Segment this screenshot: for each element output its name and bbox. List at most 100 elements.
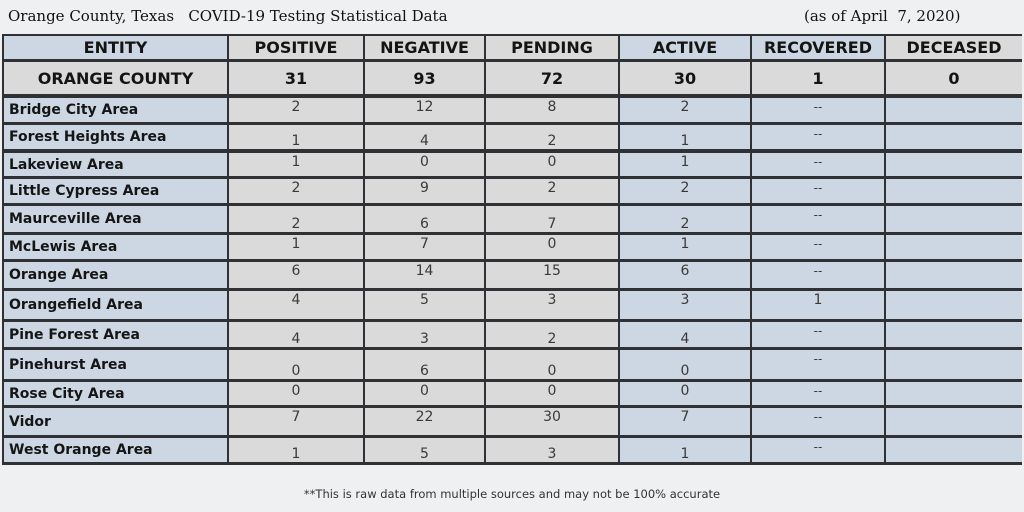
area-negative-value: 9 — [365, 179, 484, 203]
area-negative-value: 7 — [365, 235, 484, 259]
area-deceased-value — [886, 322, 1022, 347]
area-active-value: 1 — [620, 235, 750, 259]
area-pending-value: 0 — [486, 153, 618, 176]
area-recovered-value: -- — [752, 235, 884, 259]
area-deceased-value — [886, 408, 1022, 435]
area-positive-value: 1 — [229, 235, 363, 259]
area-negative-value: 22 — [365, 408, 484, 435]
area-active-value: 1 — [620, 438, 750, 462]
area-negative-value: 6 — [365, 350, 484, 379]
area-recovered-value: -- — [752, 153, 884, 176]
area-deceased-value — [886, 125, 1022, 149]
area-name: Little Cypress Area — [4, 179, 227, 203]
column-header-recovered: RECOVERED — [752, 36, 884, 59]
area-negative-value: 5 — [365, 291, 484, 319]
county-total-deceased: 0 — [886, 62, 1022, 94]
area-negative-value: 0 — [365, 153, 484, 176]
area-active-value: 2 — [620, 179, 750, 203]
column-header-negative: NEGATIVE — [365, 36, 484, 59]
area-negative-value: 5 — [365, 438, 484, 462]
area-name: Rose City Area — [4, 382, 227, 405]
area-active-value: 1 — [620, 125, 750, 149]
area-active-value: 2 — [620, 98, 750, 122]
area-active-value: 0 — [620, 350, 750, 379]
area-positive-value: 2 — [229, 206, 363, 232]
column-header-positive: POSITIVE — [229, 36, 363, 59]
area-deceased-value — [886, 179, 1022, 203]
area-name: Bridge City Area — [4, 98, 227, 122]
area-positive-value: 2 — [229, 179, 363, 203]
area-pending-value: 0 — [486, 382, 618, 405]
area-positive-value: 0 — [229, 382, 363, 405]
area-recovered-value: -- — [752, 408, 884, 435]
county-total-pending: 72 — [486, 62, 618, 94]
area-active-value: 3 — [620, 291, 750, 319]
area-name: Forest Heights Area — [4, 125, 227, 149]
area-name: Orangefield Area — [4, 291, 227, 319]
area-positive-value: 1 — [229, 153, 363, 176]
area-deceased-value — [886, 235, 1022, 259]
column-header-active: ACTIVE — [620, 36, 750, 59]
area-deceased-value — [886, 153, 1022, 176]
area-pending-value: 3 — [486, 438, 618, 462]
area-active-value: 2 — [620, 206, 750, 232]
area-pending-value: 2 — [486, 125, 618, 149]
area-active-value: 4 — [620, 322, 750, 347]
area-positive-value: 6 — [229, 262, 363, 288]
column-header-pending: PENDING — [486, 36, 618, 59]
county-total-negative: 93 — [365, 62, 484, 94]
area-positive-value: 1 — [229, 125, 363, 149]
area-active-value: 1 — [620, 153, 750, 176]
area-deceased-value — [886, 206, 1022, 232]
area-active-value: 7 — [620, 408, 750, 435]
area-recovered-value: -- — [752, 322, 884, 347]
county-total-positive: 31 — [229, 62, 363, 94]
area-recovered-value: -- — [752, 382, 884, 405]
area-deceased-value — [886, 438, 1022, 462]
area-negative-value: 3 — [365, 322, 484, 347]
area-pending-value: 30 — [486, 408, 618, 435]
column-header-entity: ENTITY — [4, 36, 227, 59]
area-pending-value: 7 — [486, 206, 618, 232]
covid-stats-table: ENTITY ORANGE COUNTY POSITIVE 31 NEGATIVE 93 P… — [2, 34, 1022, 465]
area-name: Vidor — [4, 408, 227, 435]
area-recovered-value: -- — [752, 350, 884, 379]
area-deceased-value — [886, 350, 1022, 379]
area-recovered-value: 1 — [752, 291, 884, 319]
area-name: Pinehurst Area — [4, 350, 227, 379]
disclaimer-note: **This is raw data from multiple sources… — [303, 487, 721, 501]
area-positive-value: 4 — [229, 322, 363, 347]
area-deceased-value — [886, 98, 1022, 122]
county-total-active: 30 — [620, 62, 750, 94]
area-name: Maurceville Area — [4, 206, 227, 232]
area-active-value: 6 — [620, 262, 750, 288]
area-pending-value: 2 — [486, 179, 618, 203]
area-name: Orange Area — [4, 262, 227, 288]
area-active-value: 0 — [620, 382, 750, 405]
area-deceased-value — [886, 382, 1022, 405]
area-negative-value: 6 — [365, 206, 484, 232]
county-total-entity: ORANGE COUNTY — [4, 62, 227, 94]
area-recovered-value: -- — [752, 179, 884, 203]
area-pending-value: 15 — [486, 262, 618, 288]
area-positive-value: 4 — [229, 291, 363, 319]
area-pending-value: 3 — [486, 291, 618, 319]
area-recovered-value: -- — [752, 438, 884, 462]
area-negative-value: 0 — [365, 382, 484, 405]
area-recovered-value: -- — [752, 125, 884, 149]
area-name: McLewis Area — [4, 235, 227, 259]
area-positive-value: 0 — [229, 350, 363, 379]
area-negative-value: 12 — [365, 98, 484, 122]
report-title: Orange County, Texas COVID-19 Testing St… — [8, 7, 448, 25]
area-negative-value: 4 — [365, 125, 484, 149]
area-recovered-value: -- — [752, 206, 884, 232]
area-deceased-value — [886, 291, 1022, 319]
area-pending-value: 2 — [486, 322, 618, 347]
area-positive-value: 2 — [229, 98, 363, 122]
area-deceased-value — [886, 262, 1022, 288]
area-positive-value: 7 — [229, 408, 363, 435]
area-pending-value: 8 — [486, 98, 618, 122]
report-date: (as of April 7, 2020) — [804, 7, 961, 25]
area-name: Pine Forest Area — [4, 322, 227, 347]
area-negative-value: 14 — [365, 262, 484, 288]
